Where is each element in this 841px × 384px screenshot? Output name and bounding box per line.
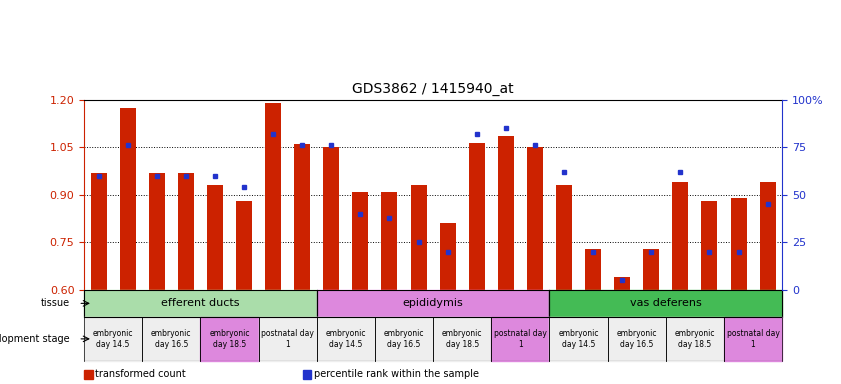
- Bar: [759, 182, 775, 290]
- Text: embryonic
day 16.5: embryonic day 16.5: [616, 329, 657, 349]
- Bar: [91, 173, 107, 290]
- Bar: [549, 317, 607, 361]
- Text: tissue: tissue: [40, 298, 70, 308]
- Text: embryonic
day 14.5: embryonic day 14.5: [93, 329, 134, 349]
- Bar: [352, 192, 368, 290]
- Bar: [731, 198, 747, 290]
- Text: embryonic
day 14.5: embryonic day 14.5: [325, 329, 366, 349]
- Bar: [491, 317, 549, 361]
- Bar: [666, 317, 724, 361]
- Bar: [433, 317, 491, 361]
- Text: vas deferens: vas deferens: [630, 298, 701, 308]
- Bar: [323, 147, 339, 290]
- Bar: [585, 249, 601, 290]
- Bar: [440, 223, 456, 290]
- Text: embryonic
day 18.5: embryonic day 18.5: [442, 329, 483, 349]
- Bar: [84, 317, 142, 361]
- Bar: [84, 290, 317, 317]
- Bar: [200, 317, 259, 361]
- Bar: [410, 185, 426, 290]
- Bar: [556, 185, 572, 290]
- Bar: [549, 290, 782, 317]
- Bar: [207, 185, 223, 290]
- Bar: [701, 201, 717, 290]
- Bar: [607, 317, 666, 361]
- Text: percentile rank within the sample: percentile rank within the sample: [314, 369, 479, 379]
- Bar: [142, 317, 200, 361]
- Text: postnatal day
1: postnatal day 1: [262, 329, 315, 349]
- Bar: [178, 173, 194, 290]
- Bar: [259, 317, 317, 361]
- Text: embryonic
day 16.5: embryonic day 16.5: [151, 329, 192, 349]
- Text: embryonic
day 14.5: embryonic day 14.5: [558, 329, 599, 349]
- Title: GDS3862 / 1415940_at: GDS3862 / 1415940_at: [352, 82, 514, 96]
- Bar: [643, 249, 659, 290]
- Text: postnatal day
1: postnatal day 1: [494, 329, 547, 349]
- Bar: [317, 290, 549, 317]
- Bar: [614, 277, 630, 290]
- Text: embryonic
day 18.5: embryonic day 18.5: [209, 329, 250, 349]
- Bar: [724, 317, 782, 361]
- Bar: [672, 182, 688, 290]
- Bar: [294, 144, 310, 290]
- Bar: [119, 108, 135, 290]
- Bar: [317, 317, 375, 361]
- Text: efferent ducts: efferent ducts: [161, 298, 240, 308]
- Text: transformed count: transformed count: [95, 369, 186, 379]
- Text: development stage: development stage: [0, 334, 70, 344]
- Bar: [265, 103, 281, 290]
- Bar: [468, 142, 484, 290]
- Bar: [382, 192, 398, 290]
- Text: embryonic
day 18.5: embryonic day 18.5: [674, 329, 715, 349]
- Bar: [498, 136, 514, 290]
- Bar: [527, 147, 543, 290]
- Text: embryonic
day 16.5: embryonic day 16.5: [383, 329, 424, 349]
- Bar: [236, 201, 252, 290]
- Bar: [375, 317, 433, 361]
- Bar: [149, 173, 165, 290]
- Text: postnatal day
1: postnatal day 1: [727, 329, 780, 349]
- Text: epididymis: epididymis: [403, 298, 463, 308]
